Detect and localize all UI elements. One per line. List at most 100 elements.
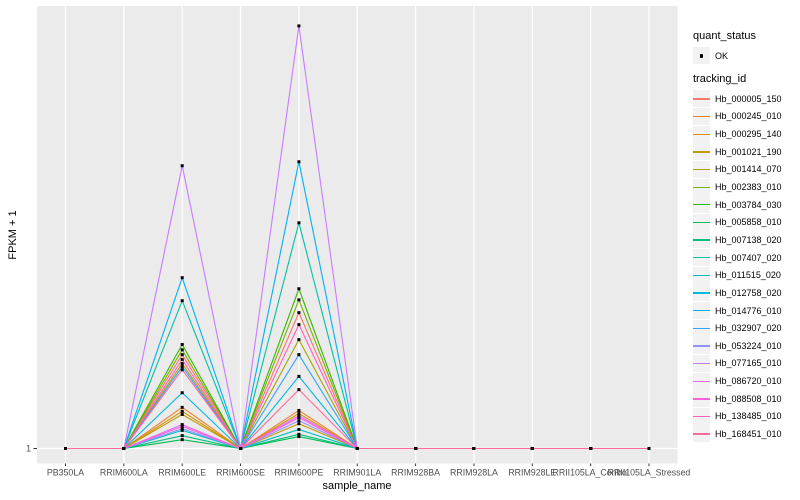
data-point-marker bbox=[180, 434, 184, 438]
data-point-marker bbox=[297, 416, 301, 420]
x-tick-label: RRIM600PE bbox=[274, 468, 323, 478]
x-tick-label: RRII105LA_Control bbox=[553, 468, 629, 478]
line-swatch-icon bbox=[693, 186, 710, 188]
legend-item-label: Hb_001414_070 bbox=[715, 164, 782, 175]
line-swatch-icon bbox=[693, 398, 710, 400]
line-swatch-icon bbox=[693, 98, 710, 100]
data-point-marker bbox=[297, 323, 301, 327]
legend-item-label: Hb_012758_020 bbox=[715, 287, 782, 298]
legend-item-label: Hb_000005_150 bbox=[715, 93, 782, 104]
legend-item-label: Hb_011515_020 bbox=[715, 270, 781, 281]
y-tick-label: 1 bbox=[26, 444, 31, 454]
legend-key-box bbox=[693, 178, 710, 196]
legend-item-Hb_001414_070: Hb_001414_070 bbox=[693, 160, 782, 179]
data-point-marker bbox=[297, 414, 301, 418]
data-point-marker bbox=[180, 362, 184, 366]
data-point-marker bbox=[180, 391, 184, 395]
legend-item-label: Hb_088508_010 bbox=[715, 393, 782, 404]
x-tick-label: PB350LA bbox=[47, 468, 84, 478]
data-point-marker bbox=[180, 276, 184, 280]
legend-item-Hb_011515_020: Hb_011515_020 bbox=[693, 266, 782, 284]
legend-item-label: Hb_077165_010 bbox=[715, 358, 782, 369]
legend-key-box bbox=[693, 107, 710, 125]
line-swatch-icon bbox=[693, 327, 710, 329]
legend-key-box bbox=[693, 337, 710, 355]
legend-key-box bbox=[693, 407, 710, 425]
legend-item-Hb_138485_010: Hb_138485_010 bbox=[693, 407, 782, 426]
data-point-marker bbox=[239, 447, 243, 450]
legend-title-tracking-id: tracking_id bbox=[693, 73, 747, 85]
legend-item-label: Hb_138485_010 bbox=[715, 411, 782, 422]
data-point-marker bbox=[647, 447, 651, 450]
data-point-marker bbox=[297, 427, 301, 431]
data-point-marker bbox=[180, 368, 184, 372]
legend-item-Hb_001021_190: Hb_001021_190 bbox=[693, 143, 782, 161]
data-point-marker bbox=[297, 24, 301, 28]
data-point-marker bbox=[297, 374, 301, 378]
data-point-marker bbox=[297, 311, 301, 315]
data-point-marker bbox=[122, 447, 126, 450]
line-swatch-icon bbox=[693, 133, 710, 135]
data-point-marker bbox=[180, 164, 184, 168]
y-axis-title: FPKM + 1 bbox=[7, 210, 19, 260]
legend-item-Hb_007407_020: Hb_007407_020 bbox=[693, 249, 782, 267]
legend-item-Hb_014776_010: Hb_014776_010 bbox=[693, 302, 782, 320]
legend-key-box bbox=[693, 372, 710, 390]
legend-item-Hb_168451_010: Hb_168451_010 bbox=[693, 425, 782, 443]
legend-item-Hb_012758_020: Hb_012758_020 bbox=[693, 284, 782, 302]
legend-key-box bbox=[693, 354, 710, 372]
data-point-marker bbox=[297, 419, 301, 423]
data-point-marker bbox=[589, 447, 593, 450]
line-swatch-icon bbox=[693, 115, 710, 118]
data-point-marker bbox=[297, 353, 301, 357]
legend-key-box bbox=[693, 143, 710, 161]
legend-key-box bbox=[693, 249, 710, 267]
data-point-marker bbox=[180, 423, 184, 427]
legend-item-Hb_053224_010: Hb_053224_010 bbox=[693, 337, 782, 355]
legend-item-label: OK bbox=[715, 50, 729, 61]
legend-key-box bbox=[693, 90, 710, 108]
legend-key-box bbox=[693, 196, 710, 214]
data-point-marker bbox=[355, 447, 359, 450]
legend-item-label: Hb_014776_010 bbox=[715, 305, 782, 316]
legend-item-Hb_000245_010: Hb_000245_010 bbox=[693, 107, 782, 126]
legend-key-box bbox=[693, 390, 710, 408]
line-swatch-icon bbox=[693, 380, 710, 382]
legend-key-box bbox=[693, 213, 710, 231]
x-tick-label: RRIM928LA bbox=[450, 468, 498, 478]
data-point-marker bbox=[297, 412, 301, 416]
legend-item-label: Hb_168451_010 bbox=[715, 428, 782, 439]
x-tick-label: RRIM600SE bbox=[216, 468, 265, 478]
x-tick-label: RRIM600LA bbox=[100, 468, 148, 478]
data-point-marker bbox=[180, 358, 184, 362]
line-swatch-icon bbox=[693, 433, 710, 435]
x-tick-label: RRIM928LE bbox=[508, 468, 556, 478]
line-swatch-icon bbox=[693, 310, 710, 312]
data-point-marker bbox=[180, 412, 184, 416]
data-point-marker bbox=[180, 427, 184, 431]
line-swatch-icon bbox=[693, 345, 710, 347]
data-point-marker bbox=[180, 365, 184, 369]
legend-item-label: Hb_001021_190 bbox=[715, 146, 782, 157]
legend-item-label: Hb_007138_020 bbox=[715, 234, 782, 245]
data-point-marker bbox=[297, 298, 301, 302]
line-swatch-icon bbox=[693, 239, 710, 241]
data-point-marker bbox=[180, 343, 184, 347]
line-swatch-icon bbox=[693, 204, 710, 206]
data-point-marker bbox=[414, 447, 418, 450]
data-point-marker bbox=[297, 160, 301, 164]
legend-item-Hb_032907_020: Hb_032907_020 bbox=[693, 319, 782, 337]
legend-key-box bbox=[693, 47, 710, 65]
x-tick-label: RRIM600LE bbox=[158, 468, 206, 478]
x-axis-title: sample_name bbox=[322, 480, 392, 492]
legend-item-label: Hb_000295_140 bbox=[715, 129, 782, 140]
legend-key-box bbox=[693, 319, 710, 337]
legend-key-box bbox=[693, 231, 710, 249]
legend-tracking-id-items: Hb_000005_150 Hb_000245_010 Hb_000295_140 H… bbox=[693, 90, 782, 443]
data-point-marker bbox=[297, 422, 301, 426]
line-swatch-icon bbox=[693, 168, 710, 171]
legend-item-Hb_086720_010: Hb_086720_010 bbox=[693, 372, 782, 390]
line-swatch-icon bbox=[693, 274, 710, 277]
legend-item-ok: OK bbox=[693, 47, 728, 65]
